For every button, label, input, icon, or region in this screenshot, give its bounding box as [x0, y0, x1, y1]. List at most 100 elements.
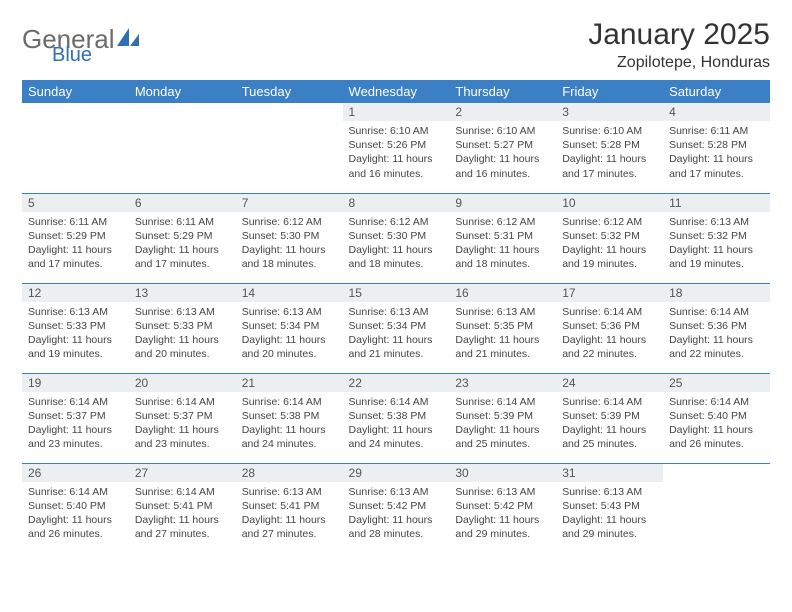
header: General Blue January 2025 Zopilotepe, Ho… — [22, 18, 770, 72]
day-details: Sunrise: 6:14 AMSunset: 5:40 PMDaylight:… — [22, 482, 129, 546]
calendar-cell: 26Sunrise: 6:14 AMSunset: 5:40 PMDayligh… — [22, 463, 129, 553]
day-number: 10 — [556, 194, 663, 212]
day-number: 9 — [449, 194, 556, 212]
day-number: 5 — [22, 194, 129, 212]
calendar-cell: 20Sunrise: 6:14 AMSunset: 5:37 PMDayligh… — [129, 373, 236, 463]
calendar-cell: 19Sunrise: 6:14 AMSunset: 5:37 PMDayligh… — [22, 373, 129, 463]
weekday-header: Saturday — [663, 80, 770, 103]
day-details: Sunrise: 6:14 AMSunset: 5:38 PMDaylight:… — [343, 392, 450, 456]
calendar-cell: 12Sunrise: 6:13 AMSunset: 5:33 PMDayligh… — [22, 283, 129, 373]
calendar-table: SundayMondayTuesdayWednesdayThursdayFrid… — [22, 80, 770, 553]
day-number: 11 — [663, 194, 770, 212]
day-number: 23 — [449, 374, 556, 392]
calendar-cell: 14Sunrise: 6:13 AMSunset: 5:34 PMDayligh… — [236, 283, 343, 373]
day-number: 1 — [343, 103, 450, 121]
weekday-header: Monday — [129, 80, 236, 103]
location: Zopilotepe, Honduras — [588, 54, 770, 72]
calendar-cell: 9Sunrise: 6:12 AMSunset: 5:31 PMDaylight… — [449, 193, 556, 283]
calendar-cell: 15Sunrise: 6:13 AMSunset: 5:34 PMDayligh… — [343, 283, 450, 373]
weekday-header: Tuesday — [236, 80, 343, 103]
day-details: Sunrise: 6:13 AMSunset: 5:35 PMDaylight:… — [449, 302, 556, 366]
calendar-row: ...1Sunrise: 6:10 AMSunset: 5:26 PMDayli… — [22, 103, 770, 193]
day-number: 4 — [663, 103, 770, 121]
day-number: 19 — [22, 374, 129, 392]
calendar-cell: 30Sunrise: 6:13 AMSunset: 5:42 PMDayligh… — [449, 463, 556, 553]
day-number: 28 — [236, 464, 343, 482]
day-details: Sunrise: 6:13 AMSunset: 5:41 PMDaylight:… — [236, 482, 343, 546]
calendar-row: 26Sunrise: 6:14 AMSunset: 5:40 PMDayligh… — [22, 463, 770, 553]
calendar-cell: 18Sunrise: 6:14 AMSunset: 5:36 PMDayligh… — [663, 283, 770, 373]
day-number: 21 — [236, 374, 343, 392]
weekday-header: Sunday — [22, 80, 129, 103]
day-number: 24 — [556, 374, 663, 392]
calendar-body: ...1Sunrise: 6:10 AMSunset: 5:26 PMDayli… — [22, 103, 770, 553]
day-details: Sunrise: 6:13 AMSunset: 5:42 PMDaylight:… — [449, 482, 556, 546]
day-details: Sunrise: 6:13 AMSunset: 5:43 PMDaylight:… — [556, 482, 663, 546]
day-details: Sunrise: 6:12 AMSunset: 5:32 PMDaylight:… — [556, 212, 663, 276]
calendar-cell: 16Sunrise: 6:13 AMSunset: 5:35 PMDayligh… — [449, 283, 556, 373]
calendar-cell: 21Sunrise: 6:14 AMSunset: 5:38 PMDayligh… — [236, 373, 343, 463]
day-details: Sunrise: 6:13 AMSunset: 5:33 PMDaylight:… — [129, 302, 236, 366]
day-number: 17 — [556, 284, 663, 302]
day-details: Sunrise: 6:11 AMSunset: 5:29 PMDaylight:… — [129, 212, 236, 276]
calendar-cell: 13Sunrise: 6:13 AMSunset: 5:33 PMDayligh… — [129, 283, 236, 373]
day-number: 18 — [663, 284, 770, 302]
calendar-cell: 4Sunrise: 6:11 AMSunset: 5:28 PMDaylight… — [663, 103, 770, 193]
day-details: Sunrise: 6:14 AMSunset: 5:41 PMDaylight:… — [129, 482, 236, 546]
calendar-row: 19Sunrise: 6:14 AMSunset: 5:37 PMDayligh… — [22, 373, 770, 463]
weekday-header: Friday — [556, 80, 663, 103]
calendar-cell: 3Sunrise: 6:10 AMSunset: 5:28 PMDaylight… — [556, 103, 663, 193]
day-details: Sunrise: 6:12 AMSunset: 5:30 PMDaylight:… — [236, 212, 343, 276]
logo-text-blue: Blue — [52, 44, 92, 67]
day-details: Sunrise: 6:10 AMSunset: 5:26 PMDaylight:… — [343, 121, 450, 185]
day-number: 3 — [556, 103, 663, 121]
calendar-cell: 29Sunrise: 6:13 AMSunset: 5:42 PMDayligh… — [343, 463, 450, 553]
day-details: Sunrise: 6:14 AMSunset: 5:38 PMDaylight:… — [236, 392, 343, 456]
day-details: Sunrise: 6:11 AMSunset: 5:28 PMDaylight:… — [663, 121, 770, 185]
day-number: 13 — [129, 284, 236, 302]
calendar-cell: 27Sunrise: 6:14 AMSunset: 5:41 PMDayligh… — [129, 463, 236, 553]
day-number: 27 — [129, 464, 236, 482]
sail-icon — [115, 26, 141, 53]
day-number: 6 — [129, 194, 236, 212]
day-number: 2 — [449, 103, 556, 121]
calendar-cell: 2Sunrise: 6:10 AMSunset: 5:27 PMDaylight… — [449, 103, 556, 193]
day-details: Sunrise: 6:14 AMSunset: 5:36 PMDaylight:… — [663, 302, 770, 366]
day-number: 7 — [236, 194, 343, 212]
day-details: Sunrise: 6:11 AMSunset: 5:29 PMDaylight:… — [22, 212, 129, 276]
day-number: 14 — [236, 284, 343, 302]
logo: General Blue — [22, 24, 141, 55]
day-details: Sunrise: 6:10 AMSunset: 5:28 PMDaylight:… — [556, 121, 663, 185]
day-details: Sunrise: 6:13 AMSunset: 5:42 PMDaylight:… — [343, 482, 450, 546]
day-number: 26 — [22, 464, 129, 482]
day-details: Sunrise: 6:14 AMSunset: 5:39 PMDaylight:… — [556, 392, 663, 456]
calendar-cell: 25Sunrise: 6:14 AMSunset: 5:40 PMDayligh… — [663, 373, 770, 463]
day-number: 15 — [343, 284, 450, 302]
day-details: Sunrise: 6:14 AMSunset: 5:37 PMDaylight:… — [22, 392, 129, 456]
weekday-header: Wednesday — [343, 80, 450, 103]
day-details: Sunrise: 6:13 AMSunset: 5:33 PMDaylight:… — [22, 302, 129, 366]
day-number: 16 — [449, 284, 556, 302]
calendar-cell: 28Sunrise: 6:13 AMSunset: 5:41 PMDayligh… — [236, 463, 343, 553]
day-details: Sunrise: 6:14 AMSunset: 5:36 PMDaylight:… — [556, 302, 663, 366]
month-title: January 2025 — [588, 18, 770, 52]
calendar-row: 12Sunrise: 6:13 AMSunset: 5:33 PMDayligh… — [22, 283, 770, 373]
calendar-cell: 7Sunrise: 6:12 AMSunset: 5:30 PMDaylight… — [236, 193, 343, 283]
day-number: 20 — [129, 374, 236, 392]
calendar-cell: 22Sunrise: 6:14 AMSunset: 5:38 PMDayligh… — [343, 373, 450, 463]
calendar-row: 5Sunrise: 6:11 AMSunset: 5:29 PMDaylight… — [22, 193, 770, 283]
day-details: Sunrise: 6:14 AMSunset: 5:39 PMDaylight:… — [449, 392, 556, 456]
day-details: Sunrise: 6:10 AMSunset: 5:27 PMDaylight:… — [449, 121, 556, 185]
weekday-header-row: SundayMondayTuesdayWednesdayThursdayFrid… — [22, 80, 770, 103]
calendar-cell: . — [22, 103, 129, 193]
day-details: Sunrise: 6:14 AMSunset: 5:40 PMDaylight:… — [663, 392, 770, 456]
calendar-cell: . — [663, 463, 770, 553]
calendar-cell: 8Sunrise: 6:12 AMSunset: 5:30 PMDaylight… — [343, 193, 450, 283]
calendar-cell: 23Sunrise: 6:14 AMSunset: 5:39 PMDayligh… — [449, 373, 556, 463]
title-block: January 2025 Zopilotepe, Honduras — [588, 18, 770, 72]
calendar-cell: 10Sunrise: 6:12 AMSunset: 5:32 PMDayligh… — [556, 193, 663, 283]
calendar-cell: . — [236, 103, 343, 193]
calendar-cell: 5Sunrise: 6:11 AMSunset: 5:29 PMDaylight… — [22, 193, 129, 283]
weekday-header: Thursday — [449, 80, 556, 103]
day-details: Sunrise: 6:12 AMSunset: 5:31 PMDaylight:… — [449, 212, 556, 276]
